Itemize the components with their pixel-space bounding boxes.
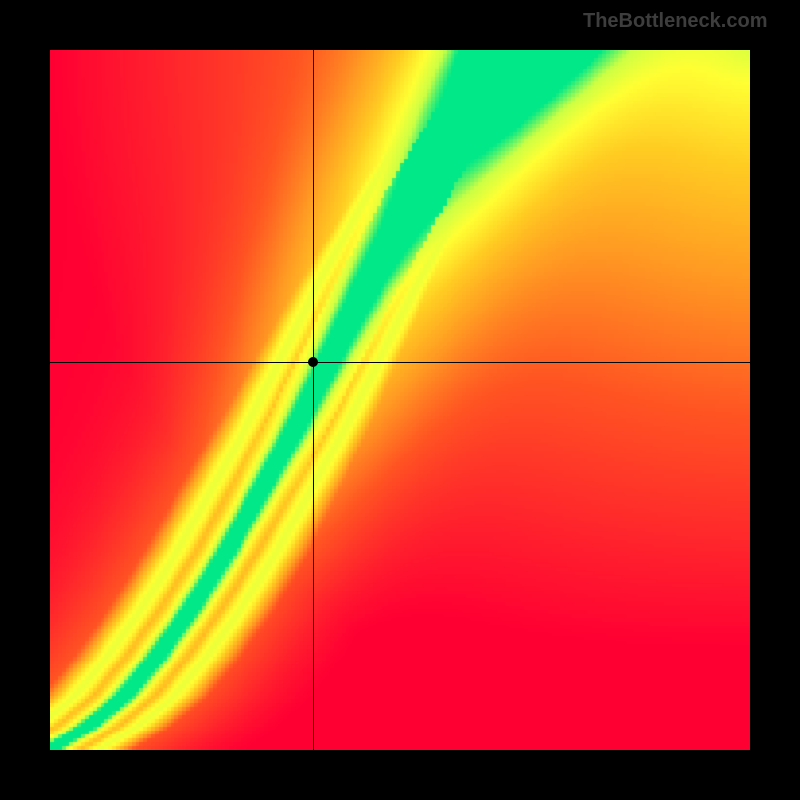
crosshair-horizontal bbox=[50, 362, 750, 363]
crosshair-vertical bbox=[313, 50, 314, 750]
marker-dot bbox=[308, 357, 318, 367]
bottleneck-heatmap bbox=[50, 50, 750, 750]
plot-area bbox=[50, 50, 750, 750]
watermark-text: TheBottleneck.com bbox=[583, 10, 767, 33]
